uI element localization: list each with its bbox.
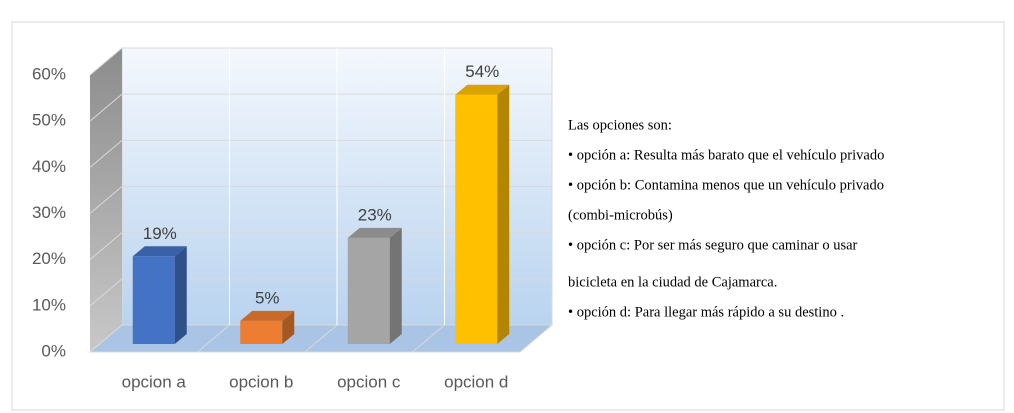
floor-divider [304,324,338,353]
bar [240,320,283,344]
bar [132,256,175,344]
x-tick-label: opcion a [122,372,187,391]
x-tick-label: opcion c [337,372,401,391]
floor-divider [197,324,230,353]
x-tick-label: opcion b [229,372,293,391]
annotation: Las opciones son: [568,117,672,133]
bar-top [132,246,187,257]
grid-line [89,278,552,307]
value-label: 19% [143,224,177,243]
bar-top [240,310,295,321]
grid-line [89,186,552,214]
annotation: • opción a: Resulta más barato que el ve… [568,147,884,163]
floor-divider [412,324,445,353]
y-tick-label: 40% [32,157,66,176]
annotation: (combi-microbús) [568,207,673,223]
annotation: • opción c: Por ser más seguro que camin… [568,237,858,253]
grid-line [89,47,552,76]
x-tick-label: opcion d [444,372,508,391]
y-tick-label: 0% [41,341,66,360]
grid-line [89,324,552,353]
y-tick-label: 30% [32,203,66,222]
y-tick-label: 10% [32,295,66,314]
annotation: • opción d: Para llegar más rápido a su … [568,304,844,320]
grid-line [89,93,552,122]
grid-line [89,232,552,261]
bar-side [174,246,187,344]
y-tick-label: 20% [32,249,66,268]
bar-top [455,84,510,95]
y-tick-label: 50% [32,111,66,130]
value-label: 23% [358,205,392,224]
annotation: • opción b: Contamina menos que un vehíc… [568,177,884,193]
y-tick-label: 60% [32,64,66,83]
value-label: 54% [465,62,499,81]
value-label: 5% [255,288,280,307]
bar-top [347,227,402,238]
grid-line [89,139,552,168]
bar [347,237,390,344]
bar-side [282,310,295,344]
bar-side [497,84,510,344]
bar [455,94,498,344]
annotation: bicicleta en la ciudad de Cajamarca. [568,274,777,290]
bar-side [389,227,402,344]
